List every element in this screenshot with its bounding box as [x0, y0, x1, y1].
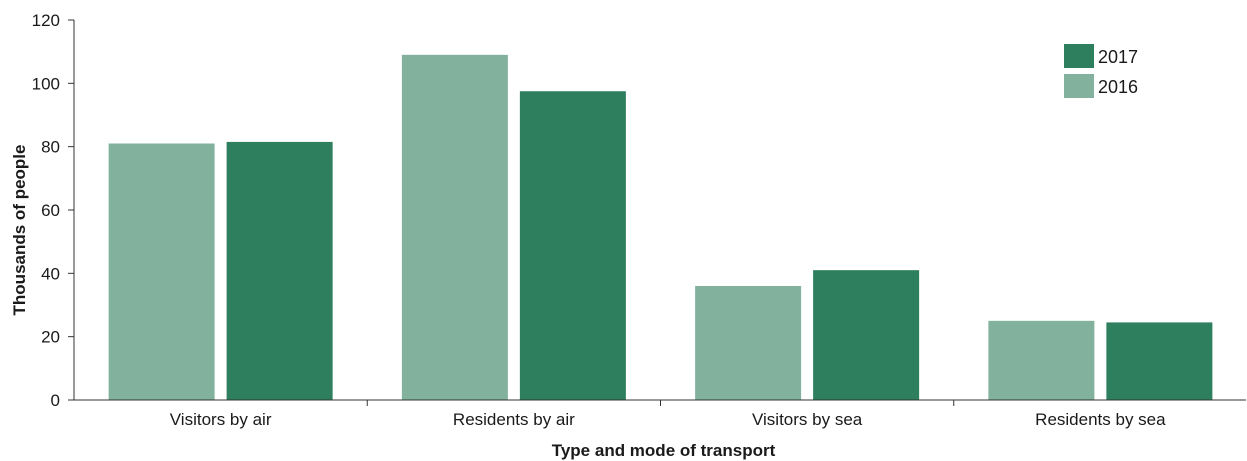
- x-tick-label: Residents by sea: [1035, 410, 1166, 429]
- bar-2016-residents-by-sea: [988, 320, 1095, 400]
- bar-2016-residents-by-air: [401, 54, 508, 400]
- y-axis-ticks: 0 20 40 60 80 100 120: [32, 11, 74, 410]
- legend-swatch-2016: [1064, 74, 1094, 98]
- bar-2016-visitors-by-sea: [695, 286, 802, 400]
- legend-label-2017: 2017: [1098, 47, 1138, 67]
- bar-2016-visitors-by-air: [108, 143, 215, 400]
- x-tick-label: Visitors by sea: [752, 410, 863, 429]
- bars-layer: [108, 54, 1213, 400]
- x-axis-ticks: Visitors by air Residents by air Visitors …: [170, 400, 1166, 429]
- bar-2017-visitors-by-air: [226, 141, 333, 400]
- bar-2017-residents-by-sea: [1106, 322, 1213, 400]
- x-tick-label: Residents by air: [453, 410, 575, 429]
- legend-swatch-2017: [1064, 44, 1094, 68]
- bar-2017-residents-by-air: [519, 91, 626, 400]
- y-tick-label: 40: [41, 264, 60, 283]
- x-axis-title: Type and mode of transport: [552, 441, 776, 460]
- y-tick-label: 80: [41, 138, 60, 157]
- x-tick-label: Visitors by air: [170, 410, 272, 429]
- y-tick-label: 60: [41, 201, 60, 220]
- legend-label-2016: 2016: [1098, 77, 1138, 97]
- bar-2017-visitors-by-sea: [813, 270, 920, 400]
- y-tick-label: 100: [32, 74, 60, 93]
- y-tick-label: 20: [41, 328, 60, 347]
- y-axis-title: Thousands of people: [10, 145, 29, 316]
- legend: 2017 2016: [1064, 44, 1138, 98]
- y-tick-label: 120: [32, 11, 60, 30]
- y-tick-label: 0: [51, 391, 60, 410]
